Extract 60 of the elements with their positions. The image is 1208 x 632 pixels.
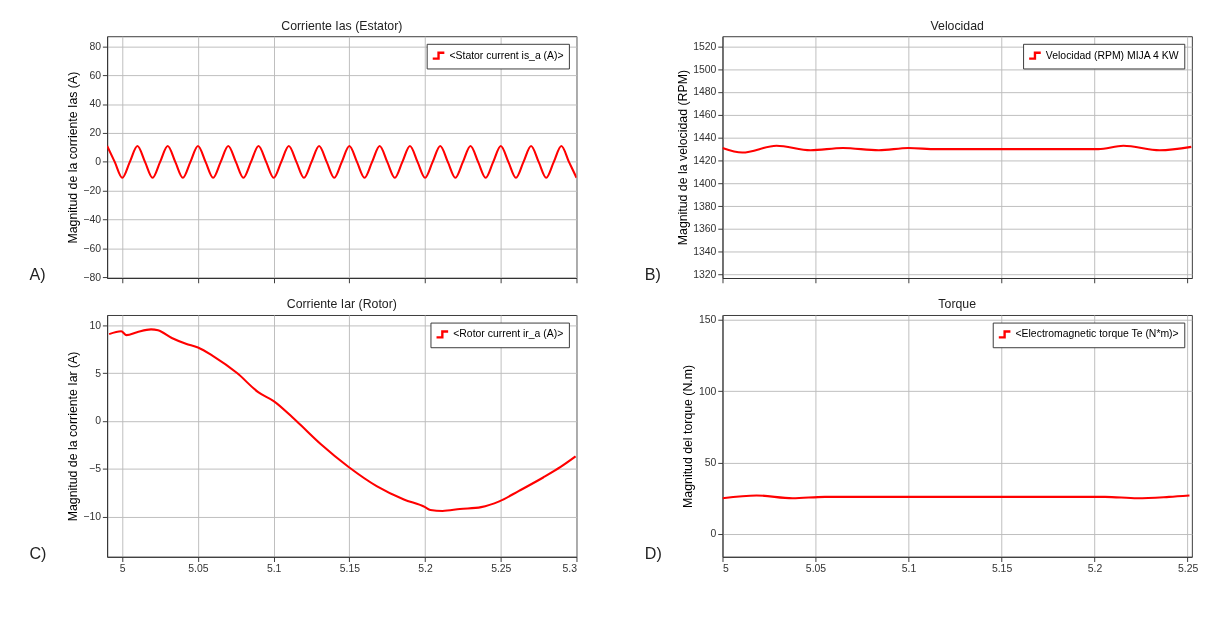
- x-tick-label: 5.05: [188, 563, 209, 575]
- y-tick-label: 100: [698, 385, 717, 397]
- legend-label: <Electromagnetic torque Te (N*m)>: [1015, 328, 1179, 340]
- legend-label: <Rotor current ir_a (A)>: [453, 328, 564, 340]
- y-tick-label: −40: [83, 213, 102, 225]
- y-tick-label: 60: [89, 69, 102, 81]
- y-tick-label: −60: [83, 242, 102, 254]
- y-tick-label: 0: [710, 528, 717, 540]
- y-tick-label: 20: [89, 127, 102, 139]
- y-tick-label: 5: [95, 367, 102, 379]
- x-tick-label: 5.15: [991, 563, 1013, 575]
- y-tick-label: 0: [95, 156, 102, 168]
- x-tick-label: 5.2: [418, 563, 434, 575]
- line-series: [108, 328, 577, 512]
- y-tick-label: 1460: [693, 109, 717, 121]
- chart-title: Velocidad: [930, 18, 985, 33]
- y-tick-label: 150: [698, 314, 717, 326]
- y-tick-label: 1520: [693, 40, 717, 52]
- y-axis-title: Magnitud de la corriente Ias (A): [65, 71, 80, 244]
- chart-title: Corriente Ias (Estator): [281, 18, 403, 33]
- chart-title: Corriente Iar (Rotor): [286, 297, 397, 312]
- y-tick-label: 1320: [693, 268, 717, 280]
- y-tick-label: 1480: [693, 86, 717, 98]
- y-axis-title: Magnitud del torque (N.m): [681, 364, 696, 508]
- y-tick-label: 40: [89, 98, 102, 110]
- y-axis-title: Magnitud de la corriente Iar (A): [65, 351, 80, 522]
- y-tick-label: 1400: [693, 177, 717, 189]
- x-tick-label: 5.3: [562, 563, 578, 575]
- y-tick-label: −10: [83, 510, 102, 522]
- y-tick-label: 1340: [693, 246, 717, 258]
- y-tick-label: 1380: [693, 200, 717, 212]
- text: B): [644, 264, 661, 283]
- y-tick-label: 1440: [693, 132, 717, 144]
- x-tick-label: 5: [119, 563, 126, 575]
- y-axis-title: Magnitud de la velocidad (RPM): [675, 70, 690, 246]
- text: A): [29, 264, 46, 283]
- x-tick-label: 5.2: [1087, 563, 1103, 575]
- x-tick-label: 5.1: [901, 563, 917, 575]
- y-tick-label: 10: [89, 319, 102, 331]
- line-series: [722, 144, 1192, 154]
- y-tick-label: 1360: [693, 223, 717, 235]
- y-tick-label: 1420: [693, 154, 717, 166]
- x-tick-label: 5.1: [266, 563, 282, 575]
- x-tick-label: 5.15: [339, 563, 361, 575]
- text: D): [644, 543, 662, 562]
- text: C): [29, 543, 47, 562]
- x-tick-label: 5.05: [805, 563, 827, 575]
- y-tick-label: 1500: [693, 63, 717, 75]
- x-tick-label: 5.25: [1177, 563, 1199, 575]
- y-tick-label: 50: [704, 456, 717, 468]
- y-tick-label: −80: [83, 271, 102, 283]
- x-tick-label: 5: [723, 563, 729, 575]
- y-tick-label: 80: [89, 40, 102, 52]
- y-tick-label: 0: [95, 415, 102, 427]
- y-tick-label: −20: [83, 185, 102, 197]
- y-tick-label: −5: [89, 463, 102, 475]
- chart-title: Torque: [938, 296, 977, 311]
- legend-label: <Stator current is_a (A)>: [449, 49, 564, 61]
- legend-label: Velocidad (RPM) MIJA 4 KW: [1045, 49, 1179, 61]
- x-tick-label: 5.25: [491, 563, 512, 575]
